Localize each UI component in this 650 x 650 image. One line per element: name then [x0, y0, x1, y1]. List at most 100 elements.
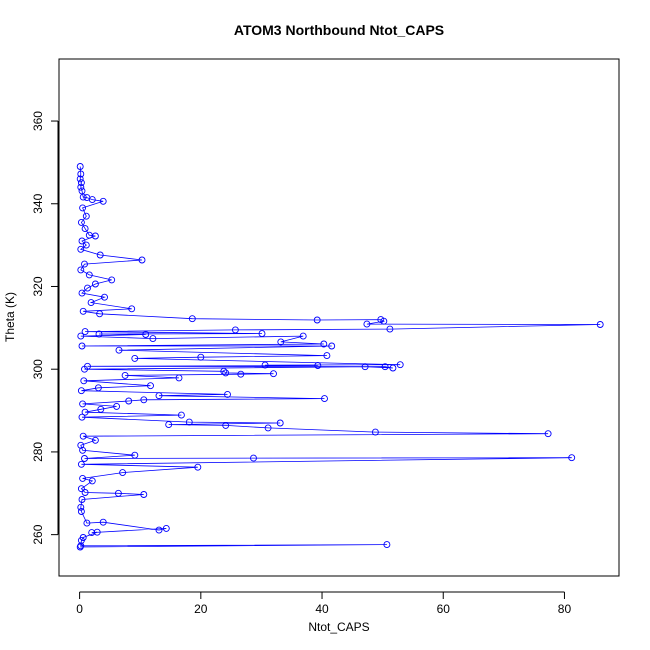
data-point [99, 197, 107, 205]
data-point [81, 455, 88, 462]
y-tick-label: 300 [31, 359, 45, 379]
plot-area [76, 163, 604, 551]
data-point [396, 361, 404, 369]
data-point [321, 395, 328, 403]
data-point [77, 536, 85, 544]
data-point [88, 196, 96, 204]
x-tick-label: 40 [315, 602, 329, 616]
data-point [114, 489, 122, 497]
data-point [128, 305, 136, 313]
data-point [224, 390, 231, 398]
data-point [79, 307, 87, 315]
data-point [277, 338, 285, 346]
data-point [77, 485, 85, 493]
data-point [77, 441, 85, 449]
data-point [140, 396, 148, 404]
data-point [77, 170, 85, 178]
data-point [155, 526, 163, 534]
data-point [121, 371, 129, 379]
data-point [175, 374, 183, 382]
data-point [155, 392, 163, 400]
x-tick-label: 0 [76, 602, 83, 616]
data-point [81, 225, 89, 233]
y-tick-label: 360 [31, 111, 45, 131]
data-point [177, 411, 185, 419]
data-point [222, 369, 230, 377]
data-point [96, 310, 104, 318]
data-point [131, 354, 139, 362]
data-point [88, 477, 96, 485]
data-point [82, 212, 90, 220]
data-point [81, 260, 88, 268]
data-point [328, 342, 336, 350]
data-point [78, 342, 86, 350]
data-point [222, 421, 230, 429]
data-point [77, 503, 85, 511]
data-point [83, 519, 91, 527]
data-point [91, 232, 99, 240]
data-point [113, 402, 121, 410]
data-point [79, 432, 87, 440]
data-point [78, 413, 86, 421]
data-point [162, 524, 170, 532]
data-point [264, 424, 272, 432]
y-tick-label: 280 [31, 442, 45, 462]
data-point [381, 363, 389, 371]
data-point [119, 469, 127, 477]
data-point [79, 400, 87, 408]
data-point [77, 266, 85, 274]
data-point [231, 326, 239, 334]
data-point [194, 463, 202, 471]
data-point [108, 276, 116, 284]
data-point [85, 271, 93, 279]
data-point [131, 451, 139, 459]
data-point [270, 370, 277, 378]
data-point [115, 346, 123, 354]
data-point [147, 382, 154, 390]
data-point [95, 330, 103, 338]
data-point [314, 362, 322, 369]
data-point [77, 387, 85, 395]
data-point [383, 541, 391, 549]
data-point [94, 384, 102, 392]
data-point [149, 335, 157, 343]
data-point [77, 460, 85, 468]
data-point [261, 361, 269, 369]
data-point [77, 245, 85, 253]
data-point [386, 325, 394, 333]
data-point [313, 316, 321, 324]
data-point [96, 251, 104, 259]
data-point [80, 377, 88, 385]
data-point [91, 436, 99, 444]
data-point [87, 299, 95, 307]
data-point [76, 175, 84, 183]
data-point [140, 491, 148, 498]
plot-frame [58, 58, 620, 577]
data-point [77, 183, 85, 191]
y-tick-label: 260 [31, 524, 45, 544]
data-point [78, 237, 86, 245]
data-point [79, 204, 87, 212]
data-point [81, 328, 89, 336]
data-point [125, 397, 133, 405]
data-point [76, 543, 84, 551]
data-point [82, 241, 90, 249]
data-point [220, 367, 228, 375]
data-point [258, 330, 266, 338]
x-tick-label: 60 [437, 602, 451, 616]
x-tick-label: 80 [558, 602, 572, 616]
data-point [79, 193, 87, 201]
data-point [79, 446, 87, 454]
data-point [596, 321, 604, 328]
y-axis-label: Theta (K) [3, 292, 17, 342]
data-point [81, 408, 89, 416]
y-tick-label: 340 [31, 193, 45, 213]
data-point [76, 163, 84, 170]
data-point [165, 421, 173, 429]
data-point [320, 340, 328, 348]
data-point [77, 218, 85, 226]
data-point [237, 370, 245, 378]
data-point [77, 508, 85, 515]
data-point [93, 528, 101, 536]
